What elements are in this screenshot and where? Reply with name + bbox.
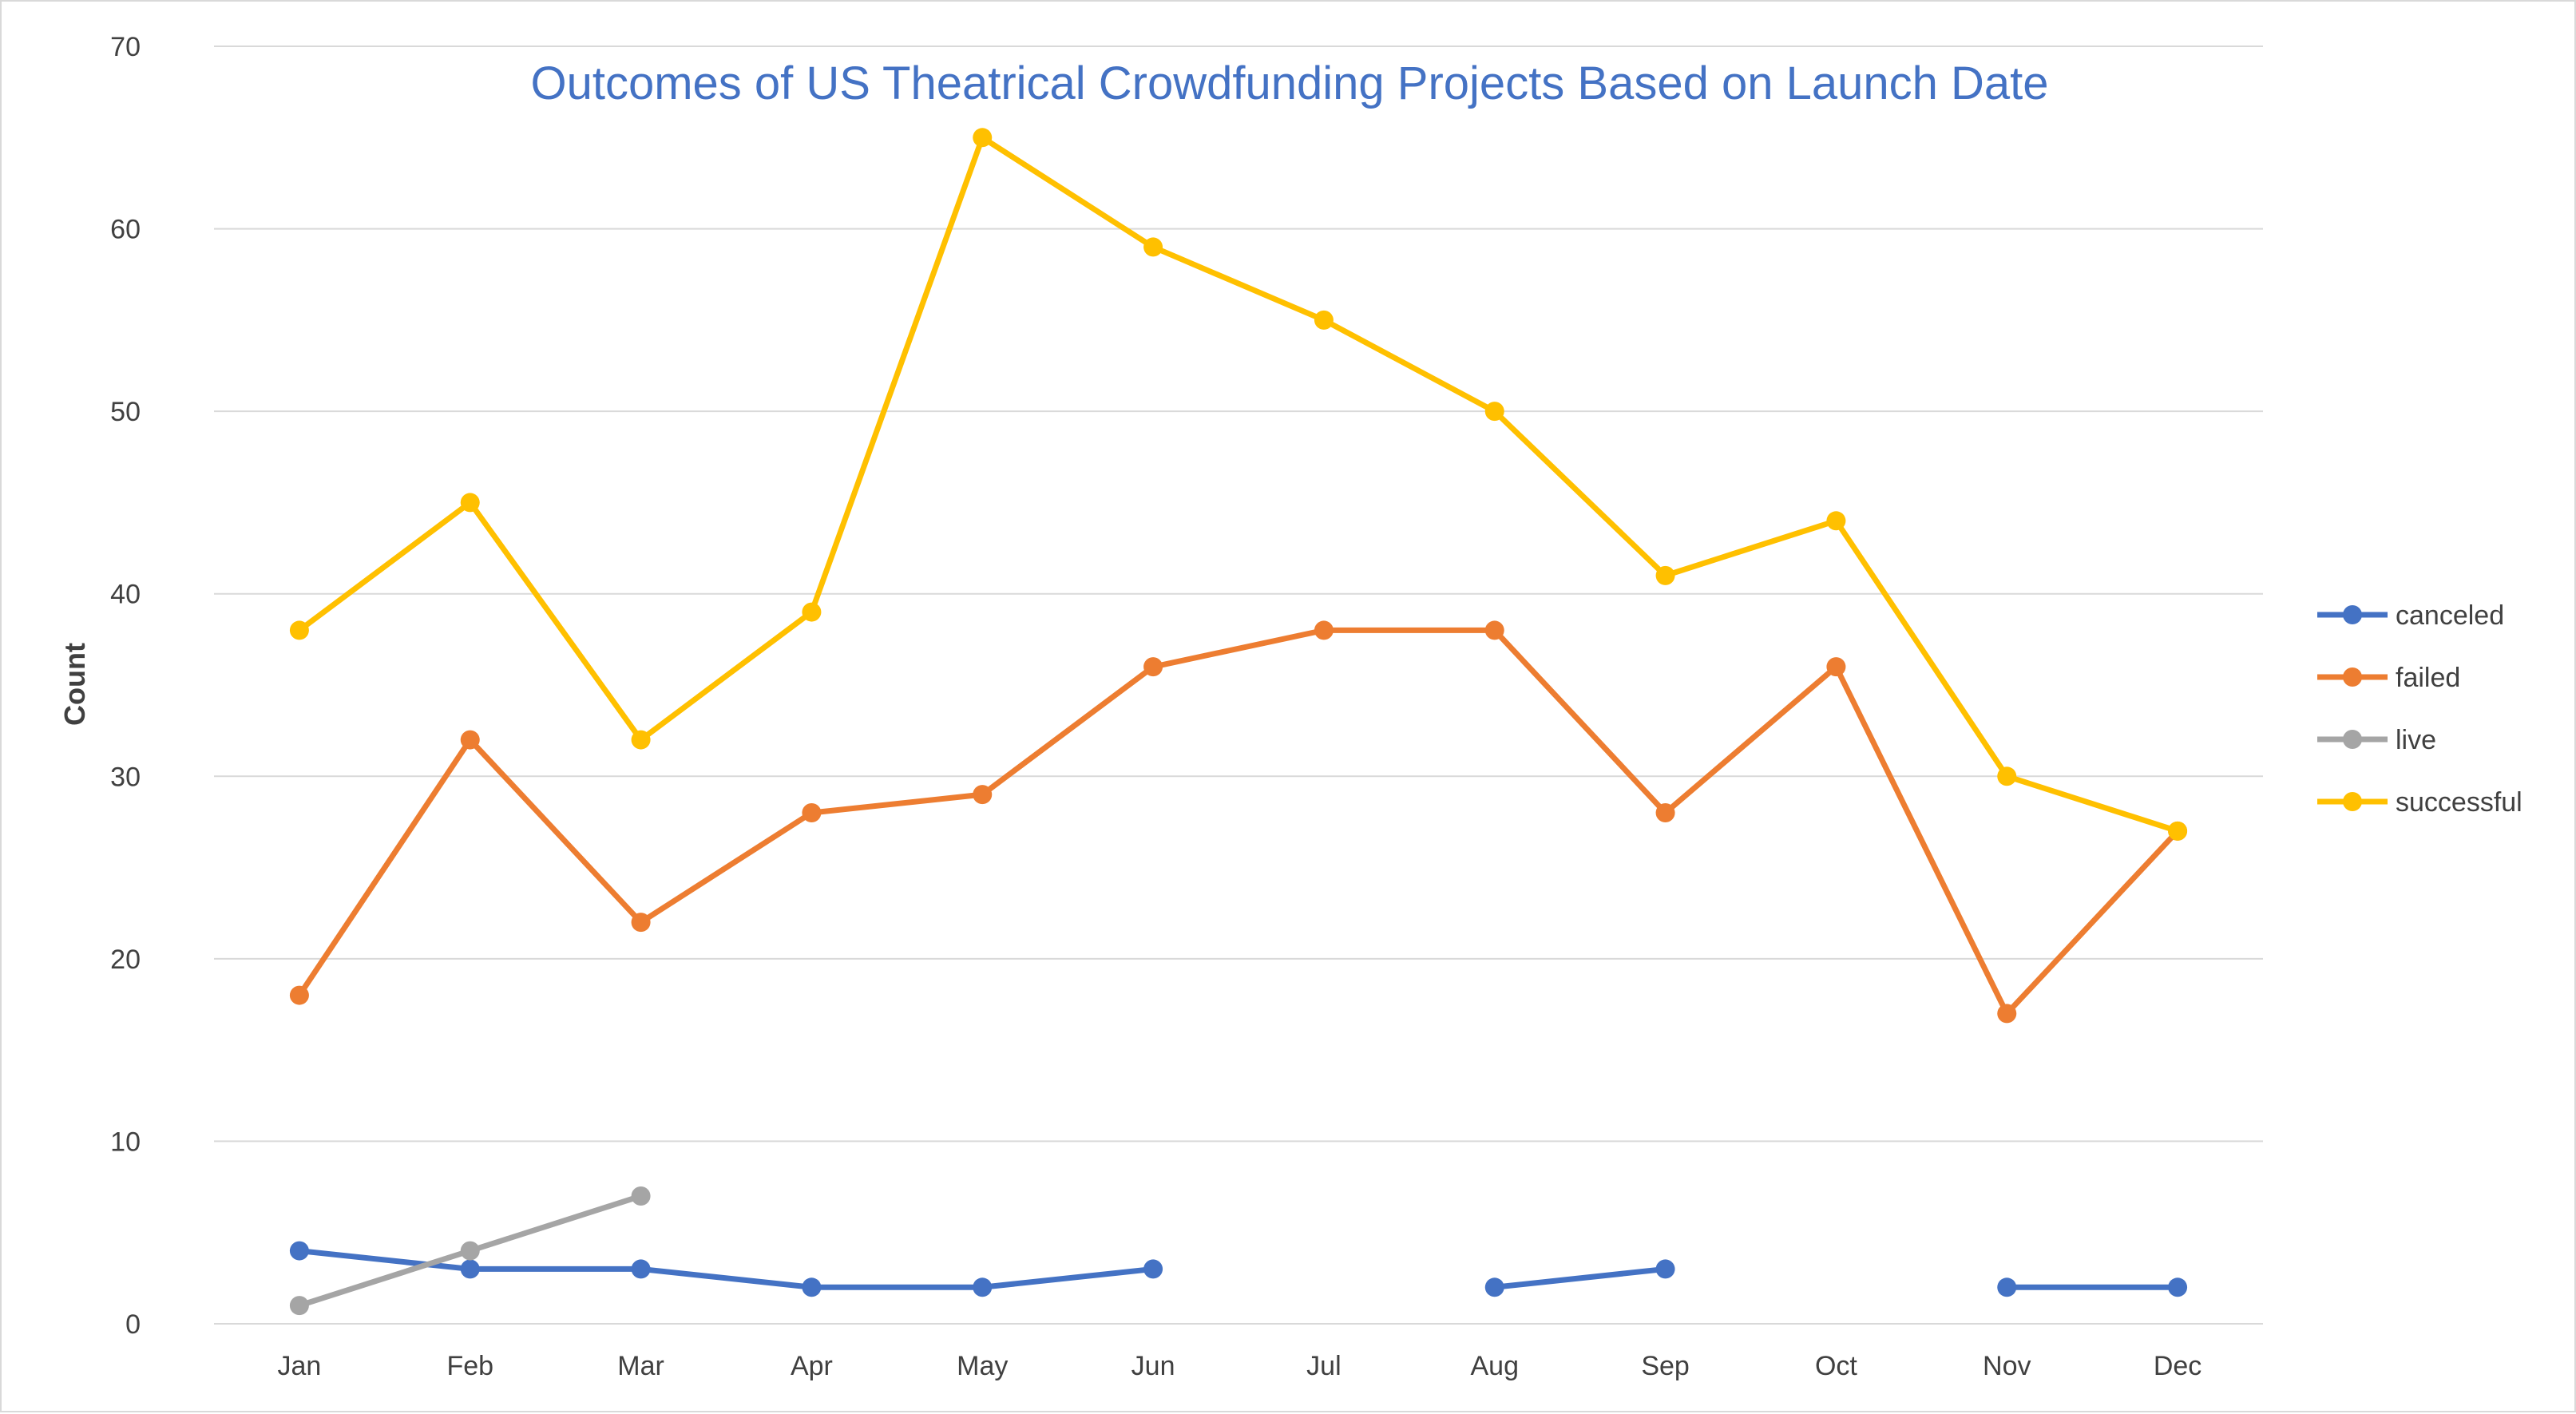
data-point (2168, 1277, 2188, 1297)
data-point (1143, 1259, 1163, 1279)
data-point (631, 730, 651, 750)
data-point (1314, 310, 1334, 330)
y-axis-tick-labels: 0 10 20 30 40 50 60 70 (110, 32, 141, 1340)
data-point (802, 803, 822, 822)
legend: canceled failed live successful (2317, 600, 2522, 818)
series-line (296, 627, 2181, 1016)
series-live (289, 1186, 651, 1316)
y-axis-title: Count (58, 643, 91, 726)
data-point (1997, 1004, 2017, 1024)
data-point (1484, 1277, 1504, 1297)
data-point (631, 1186, 651, 1206)
data-point (802, 602, 822, 622)
data-point (1826, 657, 1846, 677)
data-point (1655, 1259, 1675, 1279)
y-tick-label: 0 (125, 1309, 141, 1340)
series-lines (289, 128, 2188, 1316)
legend-marker (2343, 730, 2362, 749)
data-point (460, 730, 480, 750)
legend-label: successful (2396, 787, 2522, 818)
x-tick-label: Aug (1471, 1351, 1520, 1381)
legend-item-canceled: canceled (2317, 600, 2504, 631)
x-tick-label: Sep (1641, 1351, 1690, 1381)
data-point (973, 128, 993, 148)
data-point (289, 620, 309, 640)
legend-marker (2343, 792, 2362, 811)
data-point (1655, 565, 1675, 585)
legend-marker (2343, 667, 2362, 687)
x-tick-label: Mar (617, 1351, 664, 1381)
data-point (2168, 821, 2188, 841)
data-point (1484, 402, 1504, 422)
data-point (631, 913, 651, 933)
data-point (973, 1277, 993, 1297)
legend-marker (2343, 605, 2362, 624)
data-point (1997, 1277, 2017, 1297)
data-point (1484, 620, 1504, 640)
data-point (460, 1241, 480, 1261)
chart-title: Outcomes of US Theatrical Crowdfunding P… (530, 57, 2048, 109)
data-point (460, 493, 480, 513)
legend-label: failed (2396, 663, 2460, 693)
series-line (296, 1248, 1156, 1290)
data-point (1655, 803, 1675, 822)
y-tick-label: 30 (110, 762, 141, 792)
series-failed (289, 620, 2188, 1024)
series-successful (289, 128, 2188, 841)
data-point (289, 985, 309, 1005)
data-point (802, 1277, 822, 1297)
x-tick-label: Nov (1983, 1351, 2031, 1381)
y-tick-label: 60 (110, 215, 141, 245)
data-point (1143, 237, 1163, 257)
series-line (1492, 1265, 1669, 1290)
x-tick-label: Jun (1131, 1351, 1175, 1381)
x-tick-label: Apr (791, 1351, 833, 1381)
y-tick-label: 10 (110, 1127, 141, 1157)
series-canceled (289, 1241, 2188, 1297)
legend-label: canceled (2396, 600, 2504, 631)
data-point (1997, 766, 2017, 786)
y-tick-label: 20 (110, 945, 141, 975)
y-tick-label: 50 (110, 397, 141, 427)
x-tick-label: Feb (446, 1351, 493, 1381)
y-tick-label: 70 (110, 32, 141, 62)
data-point (631, 1259, 651, 1279)
series-line (296, 134, 2181, 834)
x-tick-label: Jan (278, 1351, 322, 1381)
gridlines (214, 46, 2263, 1325)
data-point (973, 785, 993, 805)
x-tick-label: May (957, 1351, 1008, 1381)
x-axis-tick-labels: Jan Feb Mar Apr May Jun Jul Aug Sep Oct Nov Dec (278, 1351, 2202, 1381)
legend-item-live: live (2317, 725, 2436, 755)
legend-label: live (2396, 725, 2436, 755)
data-point (460, 1259, 480, 1279)
legend-item-successful: successful (2317, 787, 2522, 818)
data-point (1143, 657, 1163, 677)
x-tick-label: Oct (1815, 1351, 1857, 1381)
data-point (1314, 620, 1334, 640)
y-tick-label: 40 (110, 580, 141, 610)
x-tick-label: Dec (2154, 1351, 2201, 1381)
data-point (1826, 511, 1846, 531)
x-tick-label: Jul (1306, 1351, 1341, 1381)
data-point (289, 1296, 309, 1316)
legend-item-failed: failed (2317, 663, 2460, 693)
data-point (289, 1241, 309, 1261)
